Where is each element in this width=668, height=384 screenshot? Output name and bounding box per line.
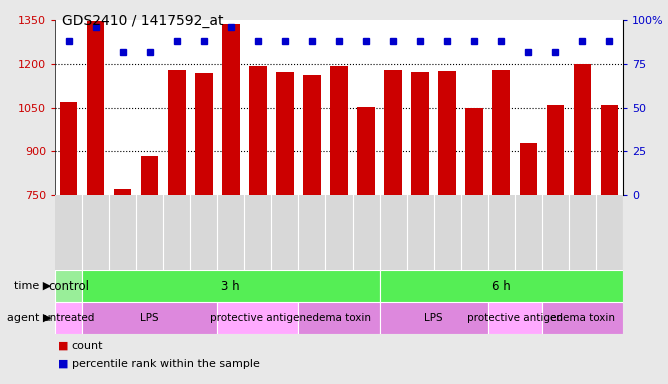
- Bar: [82, 302, 217, 334]
- Bar: [59, 102, 77, 195]
- Bar: [303, 74, 321, 195]
- Bar: [520, 143, 537, 195]
- Bar: [492, 70, 510, 195]
- Text: untreated: untreated: [43, 313, 94, 323]
- Text: protective antigen: protective antigen: [210, 313, 306, 323]
- Text: control: control: [48, 280, 89, 293]
- Text: ■: ■: [58, 341, 69, 351]
- Bar: [357, 107, 375, 195]
- Text: count: count: [71, 341, 103, 351]
- Bar: [114, 189, 132, 195]
- Bar: [55, 302, 82, 334]
- Text: LPS: LPS: [140, 313, 159, 323]
- Bar: [299, 302, 379, 334]
- Bar: [168, 70, 186, 195]
- Bar: [217, 302, 299, 334]
- Text: edema toxin: edema toxin: [307, 313, 371, 323]
- Bar: [330, 66, 348, 195]
- Bar: [379, 270, 623, 302]
- Bar: [438, 71, 456, 195]
- Bar: [384, 70, 402, 195]
- Bar: [411, 73, 429, 195]
- Bar: [379, 302, 488, 334]
- Text: GDS2410 / 1417592_at: GDS2410 / 1417592_at: [61, 14, 223, 28]
- Text: LPS: LPS: [424, 313, 443, 323]
- Text: edema toxin: edema toxin: [550, 313, 615, 323]
- Text: ■: ■: [58, 359, 69, 369]
- Bar: [601, 104, 619, 195]
- Bar: [87, 21, 104, 195]
- Text: 6 h: 6 h: [492, 280, 510, 293]
- Bar: [222, 23, 240, 195]
- Bar: [195, 73, 212, 195]
- Bar: [542, 302, 623, 334]
- Bar: [466, 108, 483, 195]
- Bar: [55, 270, 82, 302]
- Bar: [488, 302, 542, 334]
- Text: 3 h: 3 h: [222, 280, 240, 293]
- Text: agent ▶: agent ▶: [7, 313, 51, 323]
- Bar: [574, 65, 591, 195]
- Bar: [82, 270, 379, 302]
- Bar: [141, 156, 158, 195]
- Bar: [546, 106, 564, 195]
- Text: percentile rank within the sample: percentile rank within the sample: [71, 359, 260, 369]
- Bar: [276, 72, 294, 195]
- Bar: [249, 66, 267, 195]
- Text: protective antigen: protective antigen: [467, 313, 563, 323]
- Text: time ▶: time ▶: [15, 281, 51, 291]
